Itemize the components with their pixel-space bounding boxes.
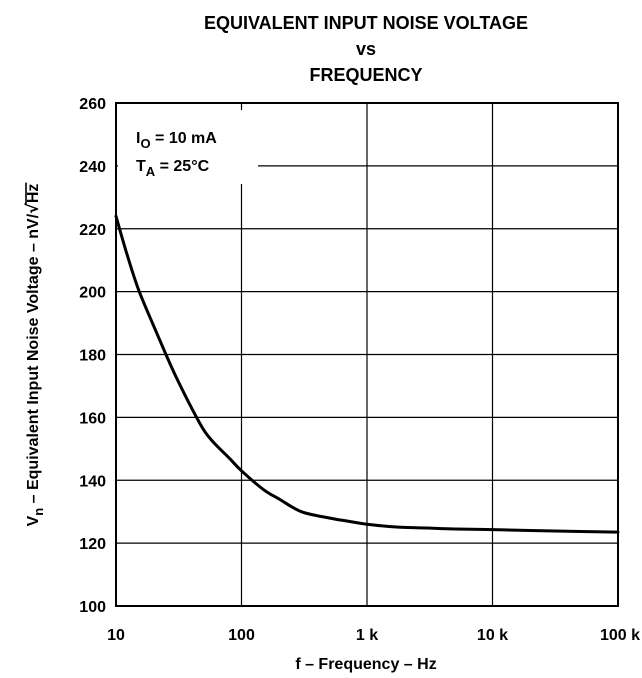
y-tick-label: 240 [79,159,106,176]
annotation-box [118,110,258,184]
chart-title-line-3: FREQUENCY [309,65,422,85]
plot-frame [115,102,619,607]
x-axis-label: f – Frequency – Hz [295,656,436,673]
y-tick-label: 220 [79,222,106,239]
chart-title-line-2: vs [356,39,376,59]
sqrt-symbol: √ [23,203,42,214]
y-tick-label: 120 [79,536,106,553]
y-tick-label: 140 [79,473,106,490]
x-tick-label: 10 [107,627,125,644]
x-tick-labels: 10 100 1 k 10 k 100 k [107,627,640,644]
y-tick-label: 160 [79,410,106,427]
chart-title-line-1: EQUIVALENT INPUT NOISE VOLTAGE [204,13,528,33]
x-tick-label: 100 [228,627,255,644]
x-tick-label: 1 k [356,627,378,644]
y-tick-label: 260 [79,96,106,113]
noise-voltage-curve [114,214,620,534]
y-axis-label: Vn – Equivalent Input Noise Voltage – nV… [23,182,46,527]
annotation-temperature: TA = 25°C [136,158,210,179]
annotation-current: IO = 10 mA [136,130,217,151]
x-tick-label: 10 k [477,627,508,644]
svg-text:Vn – Equivalent Input Noise Vo: Vn – Equivalent Input Noise Voltage – nV… [23,184,46,527]
x-tick-label: 100 k [600,627,640,644]
y-tick-label: 100 [79,599,106,616]
y-tick-label: 180 [79,348,106,365]
y-tick-label: 200 [79,285,106,302]
y-tick-labels: 100 120 140 160 180 200 220 240 260 [79,96,106,616]
